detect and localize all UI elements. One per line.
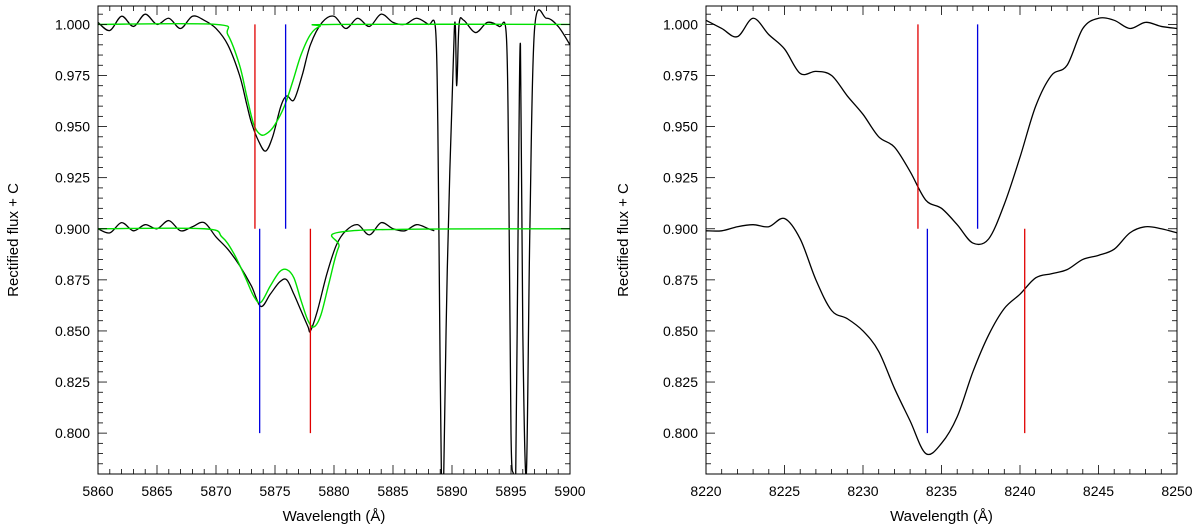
right-y-tick-label: 0.800 — [663, 425, 698, 441]
left-y-tick-label: 0.875 — [55, 272, 90, 288]
left-y-tick-label: 0.900 — [55, 221, 90, 237]
left-x-tick-label: 5900 — [554, 483, 585, 499]
left-x-tick-label: 5860 — [82, 483, 113, 499]
left-series-model-3 — [98, 227, 570, 328]
left-y-tick-label: 0.800 — [55, 425, 90, 441]
left-series-observed-2 — [98, 219, 435, 333]
right-chart-panel: 8220 8225 8230 8235 8240 8245 8250 0.800 0.825 0.… — [615, 5, 1193, 525]
left-y-tick-label: 0.825 — [55, 374, 90, 390]
left-x-tick-label: 5870 — [200, 483, 231, 499]
right-x-axis-title: Wavelength (Å) — [890, 508, 993, 525]
left-series-observed-0 — [98, 9, 570, 474]
right-plot-frame — [705, 5, 1178, 475]
right-y-tick-label: 0.975 — [663, 67, 698, 83]
right-y-tick-label: 0.950 — [663, 119, 698, 135]
right-y-tick-label: 1.000 — [663, 16, 698, 32]
right-y-tick-label: 0.875 — [663, 272, 698, 288]
left-y-tick-label: 0.850 — [55, 323, 90, 339]
right-y-tick-label: 0.900 — [663, 221, 698, 237]
right-series-group — [706, 17, 1177, 456]
right-y-axis-title: Rectified flux + C — [615, 183, 632, 297]
left-x-tick-label: 5895 — [495, 483, 526, 499]
right-x-tick-label: 8250 — [1161, 483, 1192, 499]
left-series-model-1 — [98, 22, 570, 136]
left-y-tick-label: 0.975 — [55, 67, 90, 83]
left-x-axis-title: Wavelength (Å) — [283, 508, 386, 525]
right-y-tick-label: 0.825 — [663, 374, 698, 390]
right-x-tick-label: 8220 — [690, 483, 721, 499]
right-x-tick-label: 8240 — [1004, 483, 1035, 499]
left-x-tick-label: 5885 — [377, 483, 408, 499]
right-y-tick-label: 0.850 — [663, 323, 698, 339]
left-x-tick-label: 5880 — [318, 483, 349, 499]
left-y-tick-label: 1.000 — [55, 16, 90, 32]
left-y-tick-label: 0.950 — [55, 119, 90, 135]
right-y-tick-label: 0.925 — [663, 170, 698, 186]
left-x-tick-label: 5875 — [259, 483, 290, 499]
right-x-tick-label: 8245 — [1083, 483, 1114, 499]
left-x-tick-label: 5865 — [141, 483, 172, 499]
left-chart-panel: 5860 5865 5870 5875 5880 5885 5890 5895 5900 0.80… — [5, 5, 586, 525]
right-x-tick-label: 8235 — [926, 483, 957, 499]
left-y-axis-title: Rectified flux + C — [5, 183, 22, 297]
right-series-observed-1 — [706, 217, 1177, 456]
left-y-tick-label: 0.925 — [55, 170, 90, 186]
left-x-tick-label: 5890 — [436, 483, 467, 499]
right-x-tick-label: 8225 — [769, 483, 800, 499]
left-series-group — [98, 9, 570, 474]
right-series-observed-0 — [706, 17, 1177, 246]
left-plot-frame — [97, 5, 571, 475]
right-x-tick-label: 8230 — [847, 483, 878, 499]
